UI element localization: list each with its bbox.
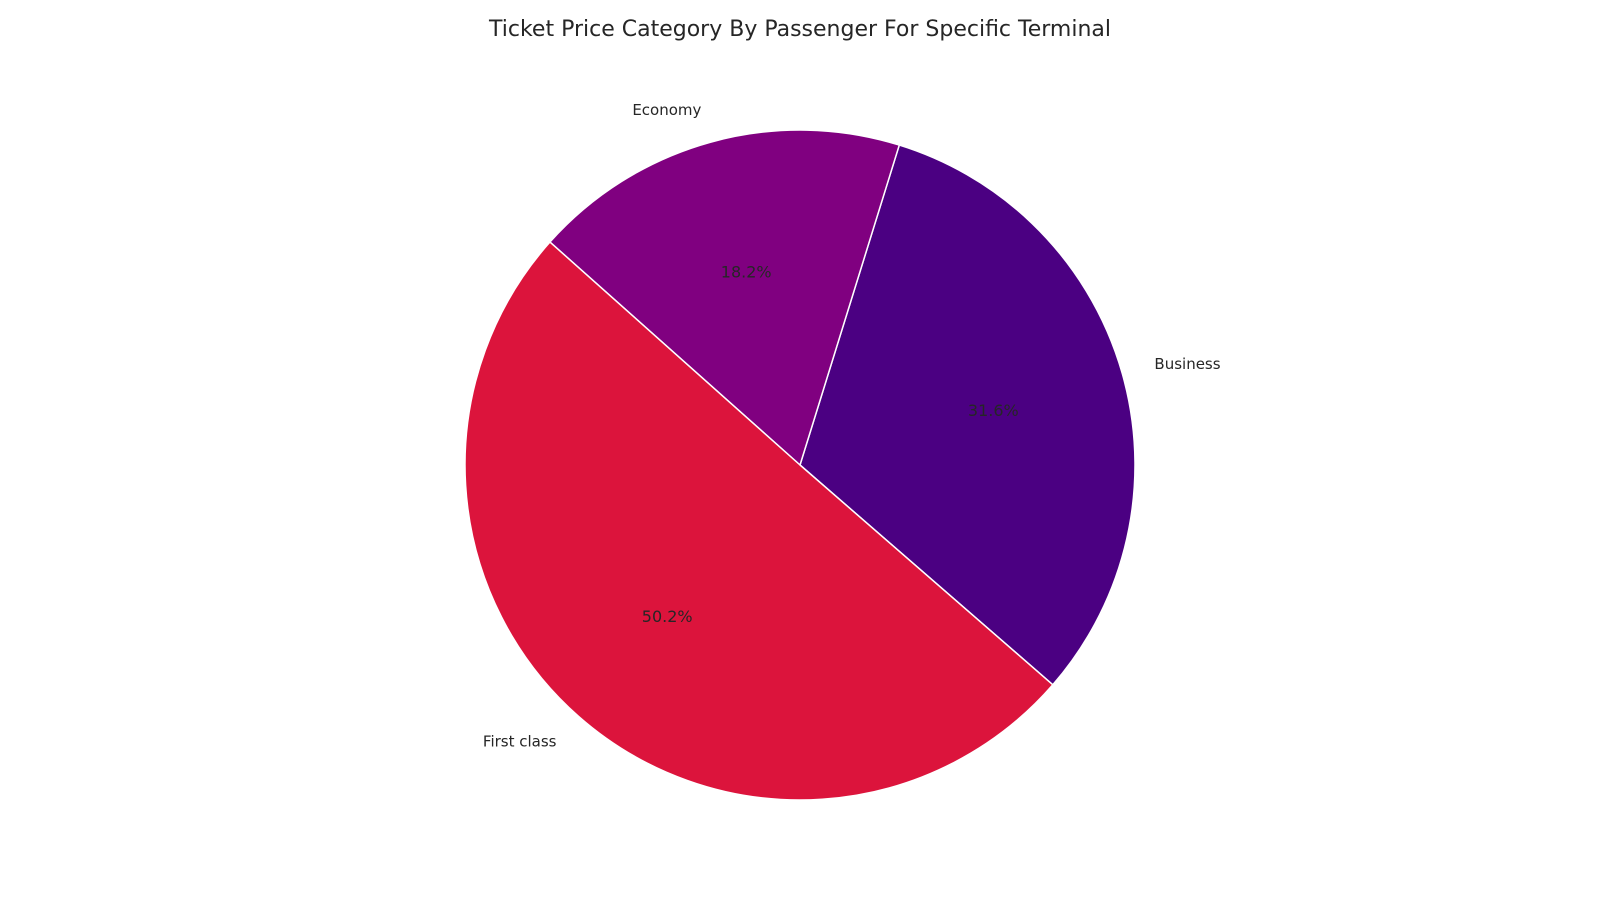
slice-label-economy: Economy — [632, 101, 701, 119]
chart-title: Ticket Price Category By Passenger For S… — [488, 17, 1111, 42]
pie-slice-first-class — [464, 241, 1054, 801]
pie-slices — [464, 129, 1136, 801]
slice-percent-first-class: 50.2% — [642, 607, 693, 626]
slice-label-business: Business — [1154, 355, 1220, 373]
pie-slice-business — [799, 144, 1136, 686]
pie-labels: Business 31.6% Economy 18.2% First class 50.2… — [483, 101, 1221, 751]
slice-percent-economy: 18.2% — [721, 262, 772, 281]
slice-label-first-class: First class — [483, 733, 557, 751]
slice-percent-business: 31.6% — [968, 401, 1019, 420]
pie-slice-economy — [548, 129, 901, 467]
